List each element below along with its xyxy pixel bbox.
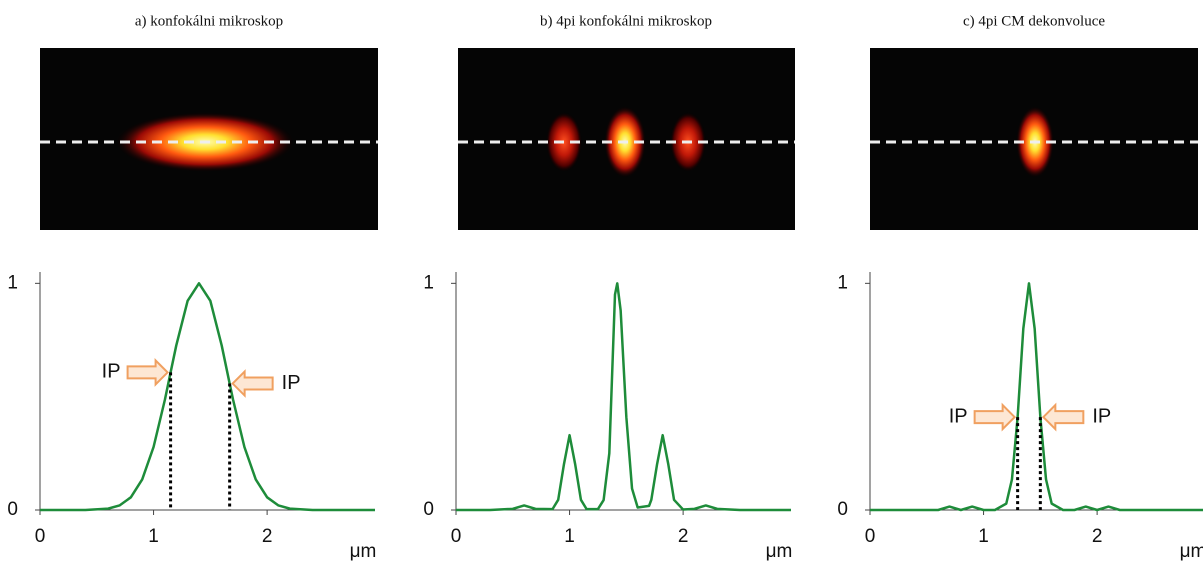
y-tick-label: 1 <box>7 272 18 293</box>
chart-title: c) 4pi CM dekonvoluce <box>963 13 1105 29</box>
x-tick-label: 1 <box>564 526 575 547</box>
line <box>456 282 791 512</box>
y-tick-label: 1 <box>423 272 434 293</box>
x-tick-label: 2 <box>1092 526 1103 547</box>
y-tick-label: 1 <box>837 272 848 293</box>
line <box>40 282 375 512</box>
arrow <box>1041 402 1085 432</box>
image-c <box>870 48 1198 230</box>
x-axis-label: μm <box>350 541 377 562</box>
arrow <box>231 369 274 398</box>
y-tick-label: 0 <box>7 499 18 520</box>
x-tick-label: 2 <box>262 526 273 547</box>
chart-title: b) 4pi konfokálni mikroskop <box>540 13 712 29</box>
x-tick-label: 0 <box>451 526 462 547</box>
image-b <box>458 48 795 230</box>
ip-label: IP <box>102 361 121 383</box>
chart-title: a) konfokálni mikroskop <box>135 13 283 29</box>
x-tick-label: 2 <box>678 526 689 547</box>
y-tick-label: 0 <box>423 499 434 520</box>
ip-label: IP <box>282 372 301 394</box>
arrow <box>973 402 1017 432</box>
x-axis-label: μm <box>766 541 793 562</box>
ip-label: IP <box>949 405 968 427</box>
ip-label: IP <box>1092 405 1111 427</box>
image-a <box>40 48 378 230</box>
y-tick-label: 0 <box>837 499 848 520</box>
x-tick-label: 0 <box>865 526 876 547</box>
x-tick-label: 1 <box>148 526 159 547</box>
line <box>870 282 1203 512</box>
x-tick-label: 0 <box>35 526 46 547</box>
x-tick-label: 1 <box>978 526 989 547</box>
x-axis-label: μm <box>1180 541 1203 562</box>
arrow <box>126 357 170 387</box>
